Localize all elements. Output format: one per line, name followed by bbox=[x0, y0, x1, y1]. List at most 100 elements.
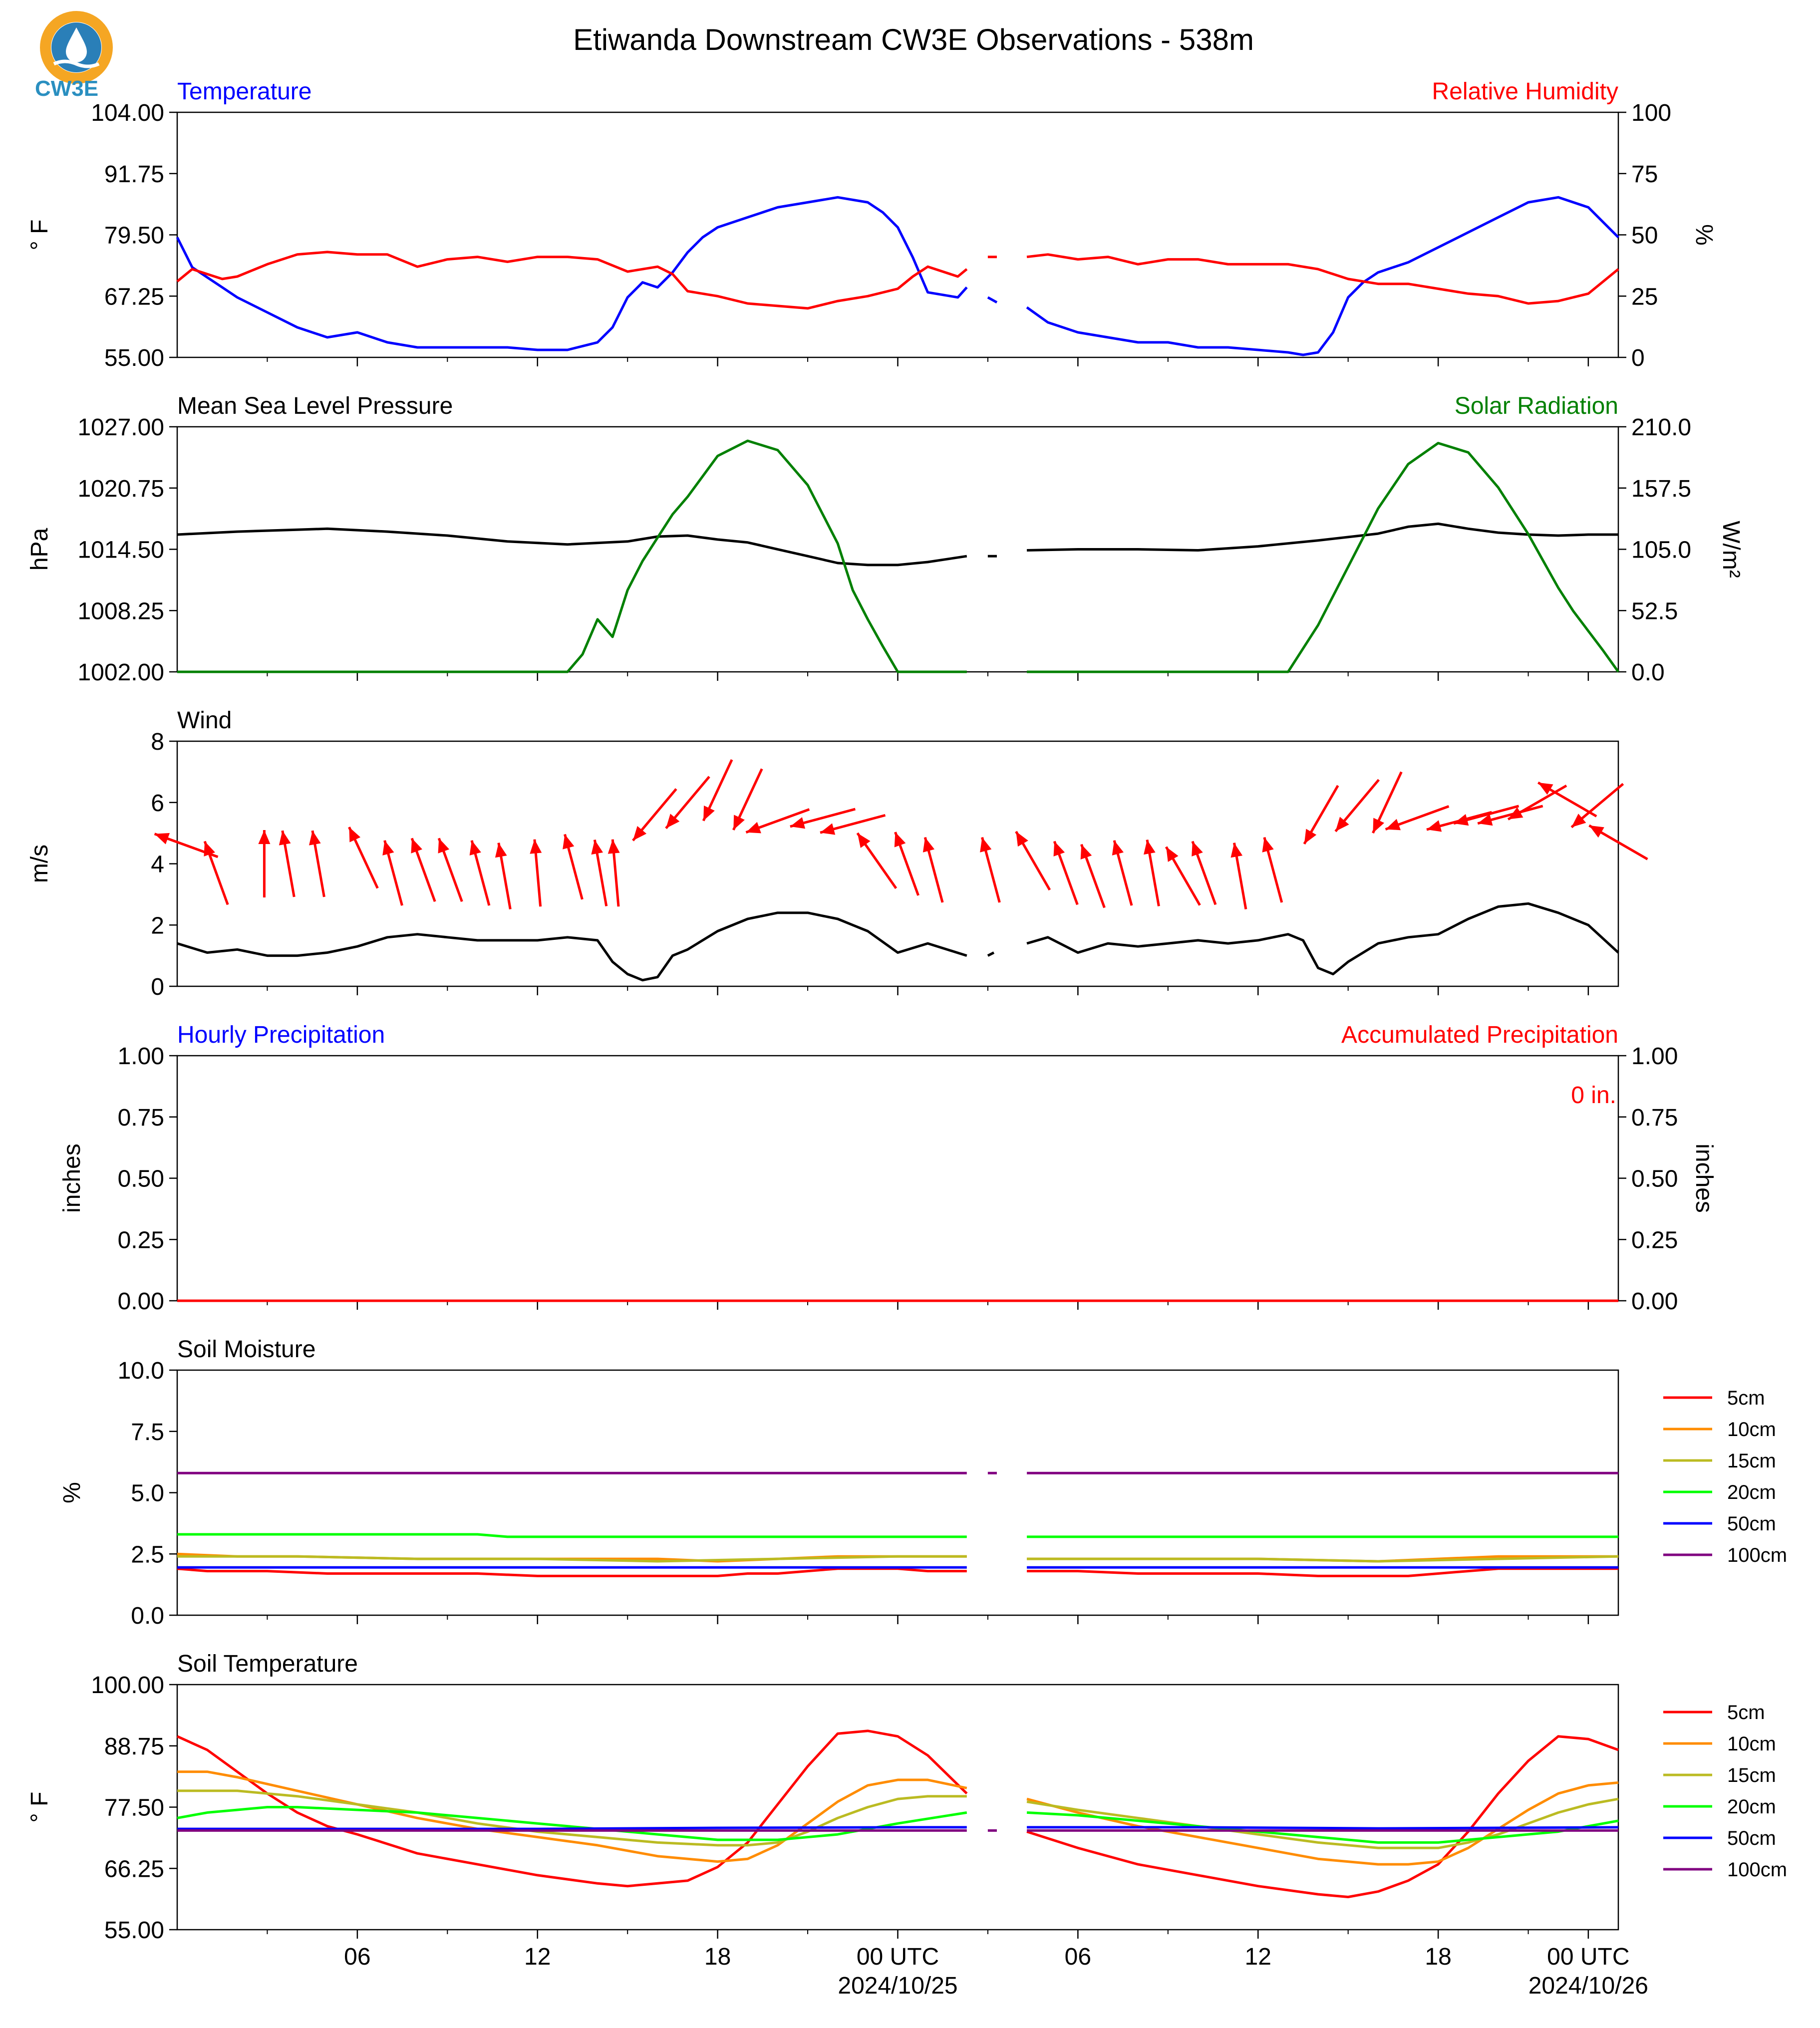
y-tick-label: 88.75 bbox=[104, 1734, 164, 1760]
y-tick-label: 0.25 bbox=[118, 1227, 164, 1253]
wind-arrow bbox=[1453, 805, 1519, 826]
legend-label: 50cm bbox=[1727, 1827, 1776, 1849]
legend-label: 100cm bbox=[1727, 1544, 1787, 1566]
chart-title: Etiwanda Downstream CW3E Observations - … bbox=[573, 23, 1254, 56]
wind-arrow bbox=[1507, 784, 1567, 821]
x-tick-label: 12 bbox=[1245, 1944, 1271, 1970]
y-right-tick-label: 25 bbox=[1631, 284, 1658, 310]
wind-arrow bbox=[1165, 846, 1201, 906]
y-tick-label: 66.25 bbox=[104, 1856, 164, 1882]
wind-arrow bbox=[665, 776, 710, 830]
wind-arrow bbox=[1372, 771, 1403, 834]
legend-label: 5cm bbox=[1727, 1702, 1765, 1724]
y-tick-label: 100.00 bbox=[91, 1672, 164, 1699]
y-tick-label: 2 bbox=[151, 912, 164, 939]
series-line-20cm bbox=[1026, 1811, 1619, 1844]
y-right-tick-label: 105.0 bbox=[1631, 537, 1691, 564]
series-line-3 bbox=[177, 439, 967, 673]
y-tick-label: 1002.00 bbox=[77, 659, 164, 686]
series-line-1 bbox=[987, 296, 998, 303]
logo-text: CW3E bbox=[35, 76, 98, 101]
panel-left-title: Temperature bbox=[177, 78, 311, 105]
wind-arrow bbox=[469, 840, 491, 906]
series-line-0 bbox=[176, 196, 968, 351]
y-tick-label: 2.5 bbox=[131, 1541, 164, 1568]
x-tick-label: 06 bbox=[344, 1944, 370, 1970]
y-right-tick-label: 100 bbox=[1631, 100, 1671, 126]
cw3e-logo: CW3E bbox=[35, 11, 113, 101]
legends: 5cm10cm15cm20cm50cm100cm5cm10cm15cm20cm5… bbox=[1663, 1387, 1787, 1881]
wind-arrow bbox=[922, 837, 944, 903]
wind-arrow bbox=[1053, 841, 1079, 905]
y-tick-label: 0.0 bbox=[131, 1603, 164, 1629]
precip-panel: 1.00 0.75 0.50 0.25 0.00 1.00 0.75 0.50 0.25 0.00… bbox=[59, 1022, 1717, 1315]
y-tick-label: 1.00 bbox=[118, 1043, 164, 1070]
y-right-tick-label: 0.75 bbox=[1631, 1105, 1678, 1131]
y-tick-label: 55.00 bbox=[104, 1917, 164, 1944]
legend-label: 20cm bbox=[1727, 1481, 1776, 1503]
wind-arrow bbox=[1191, 841, 1217, 905]
accumulated-total: 0 in. bbox=[1571, 1082, 1616, 1109]
wind-arrow bbox=[591, 840, 608, 906]
logo-ring-icon bbox=[40, 11, 113, 84]
legend-label: 15cm bbox=[1727, 1764, 1776, 1786]
series-line-5cm bbox=[1026, 1735, 1619, 1898]
series-line-10cm bbox=[177, 1770, 967, 1863]
wind-arrow bbox=[607, 839, 620, 907]
y-axis-label: % bbox=[59, 1482, 85, 1503]
wind-arrow bbox=[790, 808, 856, 829]
wind-arrow bbox=[894, 832, 919, 896]
y-tick-label: 0.50 bbox=[118, 1166, 164, 1192]
wind-arrow bbox=[732, 768, 763, 831]
y-right-tick-label: 0.00 bbox=[1631, 1288, 1678, 1315]
series-line-2 bbox=[1026, 196, 1619, 356]
x-tick-label: 00 UTC bbox=[857, 1944, 939, 1970]
series-line-2 bbox=[1026, 902, 1619, 975]
y-tick-label: 0.75 bbox=[118, 1105, 164, 1131]
wind-arrow bbox=[279, 830, 296, 897]
wind-arrow bbox=[1570, 783, 1624, 829]
series-line-0 bbox=[177, 527, 967, 567]
wind-arrow bbox=[1230, 843, 1247, 909]
wind-panel: 8 6 4 2 0 Wind m/s bbox=[26, 707, 1648, 1000]
y-right-tick-label: 0.0 bbox=[1631, 659, 1665, 686]
wind-arrow bbox=[820, 814, 886, 835]
y-right-axis-label: W/m² bbox=[1718, 521, 1744, 578]
legend-label: 10cm bbox=[1727, 1419, 1776, 1441]
wind-arrow bbox=[258, 830, 271, 897]
wind-arrow bbox=[1144, 840, 1160, 906]
series-line-0 bbox=[177, 911, 967, 982]
y-right-tick-label: 0.50 bbox=[1631, 1166, 1678, 1192]
series-line-2 bbox=[1027, 522, 1618, 552]
panel-left-title: Hourly Precipitation bbox=[177, 1022, 385, 1048]
wind-arrow bbox=[1385, 805, 1450, 831]
wind-arrow bbox=[1588, 824, 1648, 861]
x-tick-label: 18 bbox=[1425, 1944, 1451, 1970]
wind-arrow bbox=[530, 839, 542, 907]
y-axis-label: ° F bbox=[26, 1792, 53, 1823]
series-line-50cm bbox=[1027, 1826, 1619, 1830]
series-line-3 bbox=[176, 251, 968, 310]
series-line-20cm bbox=[177, 1533, 967, 1538]
y-tick-label: 79.50 bbox=[104, 223, 164, 249]
wind-arrow bbox=[745, 808, 810, 834]
x-tick-label: 06 bbox=[1065, 1944, 1091, 1970]
y-right-tick-label: 75 bbox=[1631, 161, 1658, 188]
y-right-tick-label: 0 bbox=[1631, 345, 1645, 371]
wind-arrow bbox=[856, 832, 898, 889]
y-tick-label: 0.00 bbox=[118, 1288, 164, 1315]
legend-label: 100cm bbox=[1727, 1859, 1787, 1881]
wind-arrow bbox=[632, 788, 677, 842]
y-tick-label: 67.25 bbox=[104, 284, 164, 310]
y-tick-label: 5.0 bbox=[131, 1480, 164, 1507]
y-tick-label: 8 bbox=[151, 729, 164, 755]
wind-arrow bbox=[410, 838, 436, 902]
y-axis-label: hPa bbox=[26, 528, 53, 571]
x-date-label: 2024/10/26 bbox=[1528, 1973, 1648, 1999]
series-line-1 bbox=[987, 951, 995, 957]
wind-arrow bbox=[1537, 781, 1597, 818]
y-right-tick-label: 210.0 bbox=[1631, 414, 1691, 441]
x-tick-label: 18 bbox=[704, 1944, 731, 1970]
y-right-tick-label: 157.5 bbox=[1631, 476, 1691, 502]
